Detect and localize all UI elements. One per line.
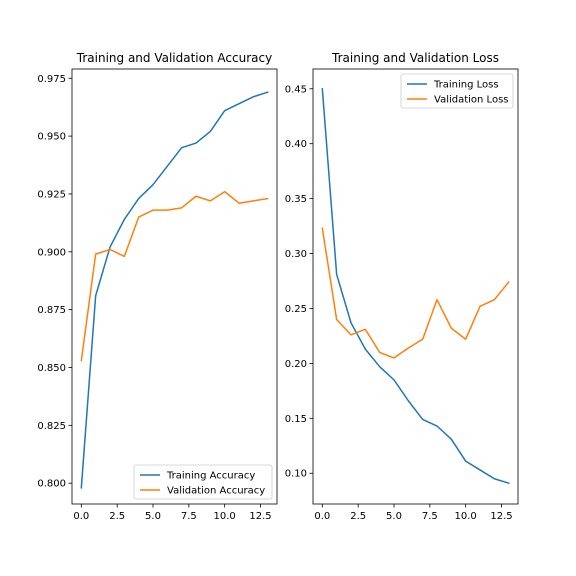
legend: Training Accuracy Validation Accuracy [133, 464, 273, 500]
y-tick-label: 0.20 [285, 359, 307, 370]
series-line-1 [321, 87, 510, 485]
x-tick-label: 12.5 [490, 511, 512, 522]
legend-box [400, 73, 514, 109]
x-tick-label: 2.5 [350, 511, 366, 522]
y-tick-label: 0.825 [37, 421, 66, 432]
y-tick-label: 0.800 [37, 479, 66, 490]
legend-label-2: Validation Accuracy [167, 486, 265, 497]
legend-label-2: Validation Loss [434, 95, 509, 106]
x-tick-label: 2.5 [109, 511, 125, 522]
chart-panel-2: Training and Validation Loss 0.0 2.5 5.0 7.5… [285, 51, 519, 522]
y-tick-label: 0.950 [37, 132, 66, 143]
y-tick-label: 0.925 [37, 189, 66, 200]
legend: Training Loss Validation Loss [400, 73, 514, 109]
x-tick-label: 7.5 [422, 511, 438, 522]
series-line-2 [80, 190, 269, 362]
y-tick-label: 0.850 [37, 363, 66, 374]
y-tick-label: 0.25 [285, 304, 307, 315]
chart-panel-1: Training and Validation Accuracy 0.0 2.5 5.… [37, 51, 278, 522]
x-tick-label: 10.0 [214, 511, 236, 522]
x-tick-label: 5.0 [145, 511, 161, 522]
legend-label-1: Training Accuracy [166, 471, 255, 482]
x-tick-label: 5.0 [386, 511, 402, 522]
x-tick-label: 7.5 [181, 511, 197, 522]
legend-label-1: Training Loss [433, 80, 499, 91]
x-tick-label: 10.0 [455, 511, 477, 522]
series-line-1 [80, 91, 269, 489]
y-tick-label: 0.30 [285, 249, 307, 260]
y-tick-label: 0.35 [285, 194, 307, 205]
x-tick-label: 12.5 [249, 511, 271, 522]
y-tick-label: 0.10 [285, 469, 307, 480]
x-tick-label: 0.0 [314, 511, 330, 522]
x-tick-label: 0.0 [73, 511, 89, 522]
series-line-2 [321, 227, 510, 359]
y-tick-label: 0.40 [285, 139, 307, 150]
legend-box [133, 464, 273, 500]
axes-frame [312, 68, 519, 505]
chart-title: Training and Validation Accuracy [76, 51, 272, 65]
y-tick-label: 0.975 [37, 74, 66, 85]
y-tick-label: 0.45 [285, 84, 307, 95]
y-tick-label: 0.900 [37, 247, 66, 258]
chart-title: Training and Validation Loss [331, 51, 499, 65]
axes-frame [71, 68, 278, 505]
y-tick-label: 0.875 [37, 305, 66, 316]
y-tick-label: 0.15 [285, 414, 307, 425]
